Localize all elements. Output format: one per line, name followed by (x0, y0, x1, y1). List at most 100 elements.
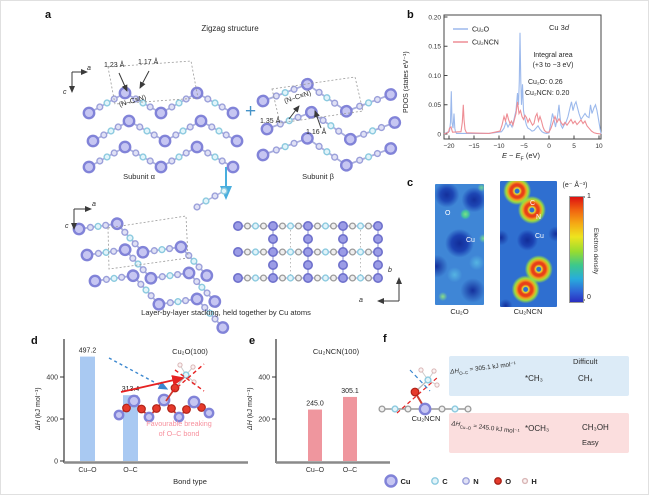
atom-N (193, 203, 201, 211)
atom-C (139, 99, 147, 107)
beta-stacking (233, 221, 383, 283)
bond-break-mark (409, 369, 431, 392)
atom-N (315, 142, 323, 150)
atom-C (327, 122, 335, 130)
atom-N (204, 95, 212, 103)
x-tick-label: −10 (493, 143, 504, 150)
atom-N (96, 103, 104, 111)
atom-O (197, 403, 206, 412)
legend-atom-label-4: H (531, 477, 536, 486)
atom-N (136, 123, 144, 131)
map2-caption: Cu₂NCN (513, 307, 543, 316)
bar-value: 497.2 (79, 348, 97, 355)
atom-N (218, 103, 226, 111)
x-tick-label: 5 (572, 143, 576, 150)
y-tick-label: 400 (258, 375, 270, 382)
x-tick-label: −20 (443, 143, 454, 150)
atom-C (356, 222, 365, 230)
product-ch4: CH₄ (578, 374, 593, 383)
atom-Cu (118, 86, 132, 100)
plus-sign: + (245, 101, 257, 122)
panel-e-title: Cu₂NCN(100) (312, 347, 360, 356)
atom-G (348, 222, 357, 230)
atom-Cu2 (302, 247, 313, 258)
zigzag-chain (256, 77, 398, 118)
atom-Cu (339, 104, 353, 118)
atom-Cu (126, 269, 140, 283)
atom-Cu2 (233, 221, 244, 232)
x-tick-label: −15 (468, 143, 479, 150)
atom-N (150, 131, 158, 139)
colorbar-min: 0 (587, 294, 591, 301)
atom-G (278, 222, 287, 230)
x-tick-label: 0 (547, 143, 551, 150)
pdos-chart: −20 −15 −10 −5 0 5 10 0 0.05 0.10 0.15 0.20 Cu₂O Cu₂N… (428, 14, 603, 150)
pdos-annotation-1: Integral area (533, 52, 573, 59)
panel-label-c: c (407, 177, 414, 189)
legend-atom-2 (462, 477, 470, 485)
atom-Cu2 (302, 272, 313, 283)
atom-C (179, 127, 187, 135)
atom-Cu (226, 106, 240, 120)
atom-Cu (216, 321, 230, 334)
panel-d-note-line2: of O–C bond (158, 429, 200, 438)
panel-d-x-label: Bond type (173, 477, 207, 486)
atom-N (96, 157, 104, 165)
atom-Cu2 (267, 272, 278, 283)
electron-density-map-cu2o (435, 184, 484, 305)
atom-N (132, 149, 140, 157)
y-tick-label: 0.20 (428, 14, 441, 21)
atom-G (313, 248, 322, 256)
legend-atom-0 (384, 474, 398, 488)
panel-label-e: e (249, 335, 256, 347)
atom-C (286, 248, 295, 256)
atom-N (172, 131, 180, 139)
plot-frame (443, 14, 602, 140)
legend-atom-label-1: C (442, 477, 448, 486)
y-tick-label: 0.10 (428, 73, 441, 80)
y-tick-label: 400 (46, 375, 58, 382)
atom-Cu2 (302, 234, 313, 245)
electron-density-map-cu2ncn (500, 181, 557, 307)
atom-C (190, 257, 198, 265)
unit-cell-alpha (107, 60, 199, 105)
atom-G (278, 274, 287, 282)
atom-C (286, 274, 295, 282)
atom-N (186, 123, 194, 131)
atom-N (211, 315, 219, 323)
atom-Cu (144, 271, 158, 285)
panel-d-note-line1: Favourable breaking (146, 419, 212, 428)
easy-pathway-box (449, 413, 629, 453)
subunit-alpha-caption: Subunit α (123, 172, 155, 181)
bond-length-135: 1.35 Å (260, 118, 281, 125)
panel-a-caption: Layer-by-layer stacking, held together b… (141, 308, 311, 317)
bond-length-116: 1.16 Å (306, 129, 327, 136)
atom-Cu (300, 77, 314, 91)
zigzag-chain (88, 269, 230, 334)
atom-C (364, 153, 373, 161)
atom-Cu (187, 395, 201, 409)
bar-O–C (343, 396, 357, 461)
zigzag-chain (256, 131, 398, 172)
map2-cu-label: Cu (535, 233, 544, 240)
atom-N (132, 95, 140, 103)
x-tick-label: −5 (520, 143, 528, 150)
atom-N (373, 95, 382, 104)
atom-C (211, 153, 219, 161)
atom-C (211, 99, 219, 107)
y-tick-label: 200 (46, 417, 58, 424)
pdos-series-1 (443, 101, 602, 135)
atom-Cu2 (337, 247, 348, 258)
atom-H (177, 362, 183, 368)
pdos-corner-annotation: Cu 3d (549, 23, 570, 32)
atom-Cu2 (372, 234, 383, 245)
legend-atom-1 (431, 477, 439, 485)
atom-Cu (384, 88, 398, 101)
product-ch3oh: CH₃OH (582, 423, 609, 432)
atom-C (281, 143, 289, 151)
atom-G (259, 222, 268, 230)
atom-Cu (113, 409, 125, 421)
atom-Cu (154, 106, 168, 120)
bond-break-mark (174, 369, 205, 392)
panel-a-title: Zigzag structure (201, 24, 259, 33)
